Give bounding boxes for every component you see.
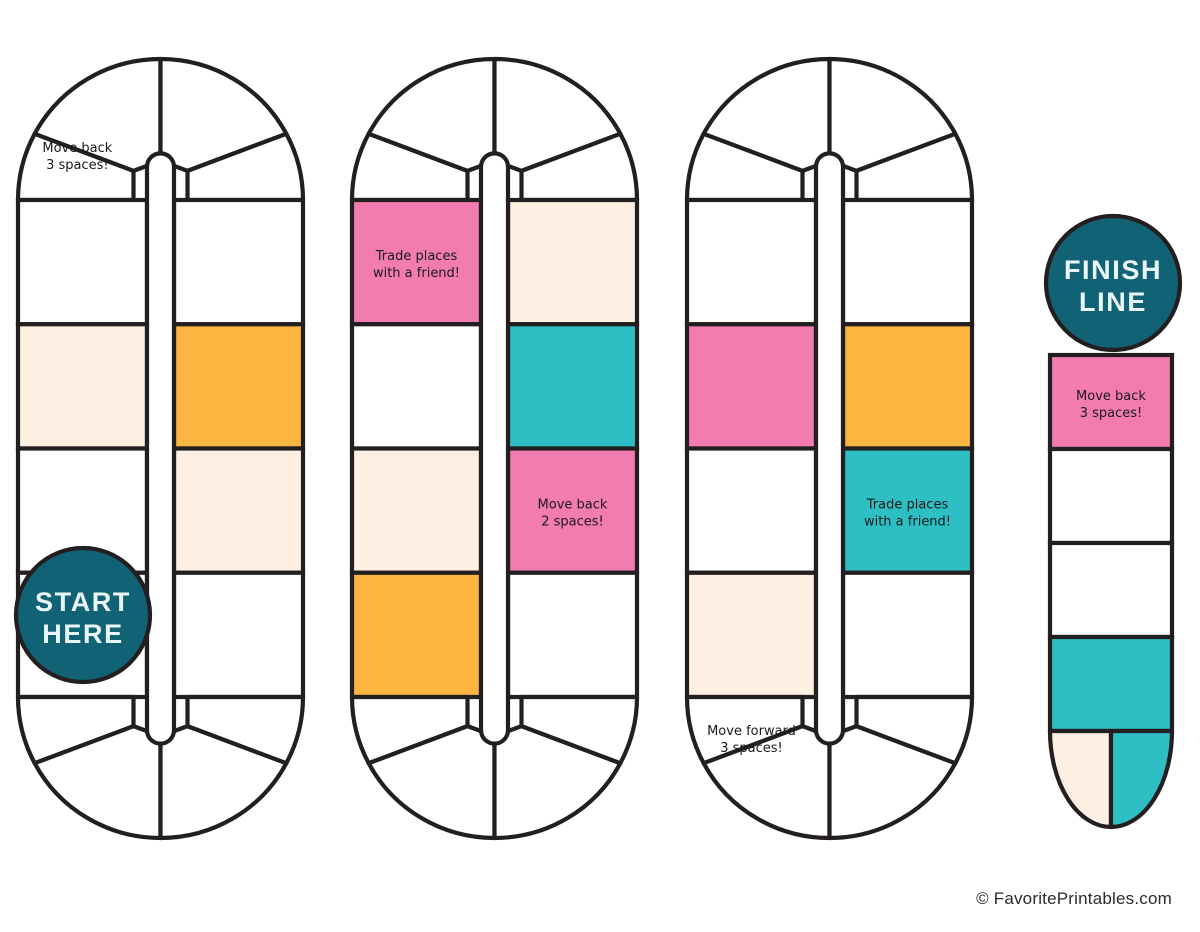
final-column-bottom-space-right[interactable]: [1108, 728, 1175, 830]
track-3-bottom-arch-space-4[interactable]: [854, 694, 975, 766]
final-column-bottom-space-left[interactable]: [1047, 728, 1114, 830]
space-message: Move forward 3 spaces!: [707, 724, 796, 756]
track-3-center-divider: [813, 151, 846, 746]
space-message: Move back 3 spaces!: [1076, 389, 1146, 421]
track-1-left-space-1[interactable]: [15, 197, 150, 327]
track-3-right-space-2[interactable]: [840, 322, 975, 451]
start-here-marker-circle[interactable]: [13, 545, 153, 685]
track-2-right-space-4[interactable]: [505, 570, 640, 700]
track-1-bottom-arch-space-4[interactable]: [185, 694, 306, 766]
finish-line-marker[interactable]: FINISH LINE: [1043, 213, 1183, 353]
track-2-right-space-3[interactable]: [505, 446, 640, 575]
track-2-center-divider: [478, 151, 511, 746]
track-1-right-space-2[interactable]: [171, 322, 306, 451]
space-message: Move back 2 spaces!: [538, 498, 608, 530]
track-1: Move back 3 spaces!: [15, 56, 306, 841]
track-2-left-space-4[interactable]: [349, 570, 484, 700]
final-column: Move back 3 spaces!: [1047, 352, 1175, 830]
final-column-space-2[interactable]: [1047, 446, 1175, 546]
track-3-left-space-3[interactable]: [684, 446, 819, 575]
start-here-marker-label: START HERE: [35, 587, 131, 649]
track-3: Trade places with a friend! Move forward 3 …: [684, 56, 975, 841]
finish-line-marker-circle[interactable]: [1043, 213, 1183, 353]
track-2-left-space-3[interactable]: [349, 446, 484, 575]
track-3-right-space-1[interactable]: [840, 197, 975, 327]
track-1-center-divider: [144, 151, 177, 746]
track-2: Trade places with a friend! Move back 2 spa…: [349, 56, 640, 841]
track-1-left-space-2[interactable]: [15, 322, 150, 451]
track-2-bottom-arch-space-4[interactable]: [519, 694, 640, 766]
space-message: Move back 3 spaces!: [42, 141, 112, 173]
start-here-marker[interactable]: START HERE: [13, 545, 153, 685]
finish-line-marker-label: FINISH LINE: [1064, 255, 1162, 317]
footer-copyright: © FavoritePrintables.com: [976, 889, 1172, 908]
track-3-right-space-4[interactable]: [840, 570, 975, 700]
space-message: Trade places with a friend!: [373, 249, 460, 281]
track-2-right-space-1[interactable]: [505, 197, 640, 327]
track-1-right-space-3[interactable]: [171, 446, 306, 575]
track-3-left-space-1[interactable]: [684, 197, 819, 327]
track-3-left-space-4[interactable]: [684, 570, 819, 700]
track-2-left-space-2[interactable]: [349, 322, 484, 451]
track-1-right-space-1[interactable]: [171, 197, 306, 327]
track-3-left-space-2[interactable]: [684, 322, 819, 451]
final-column-space-3[interactable]: [1047, 540, 1175, 640]
space-message: Trade places with a friend!: [864, 498, 951, 530]
track-2-right-space-2[interactable]: [505, 322, 640, 451]
final-column-space-4[interactable]: [1047, 634, 1175, 734]
final-column-space-1[interactable]: [1047, 352, 1175, 452]
track-1-right-space-4[interactable]: [171, 570, 306, 700]
